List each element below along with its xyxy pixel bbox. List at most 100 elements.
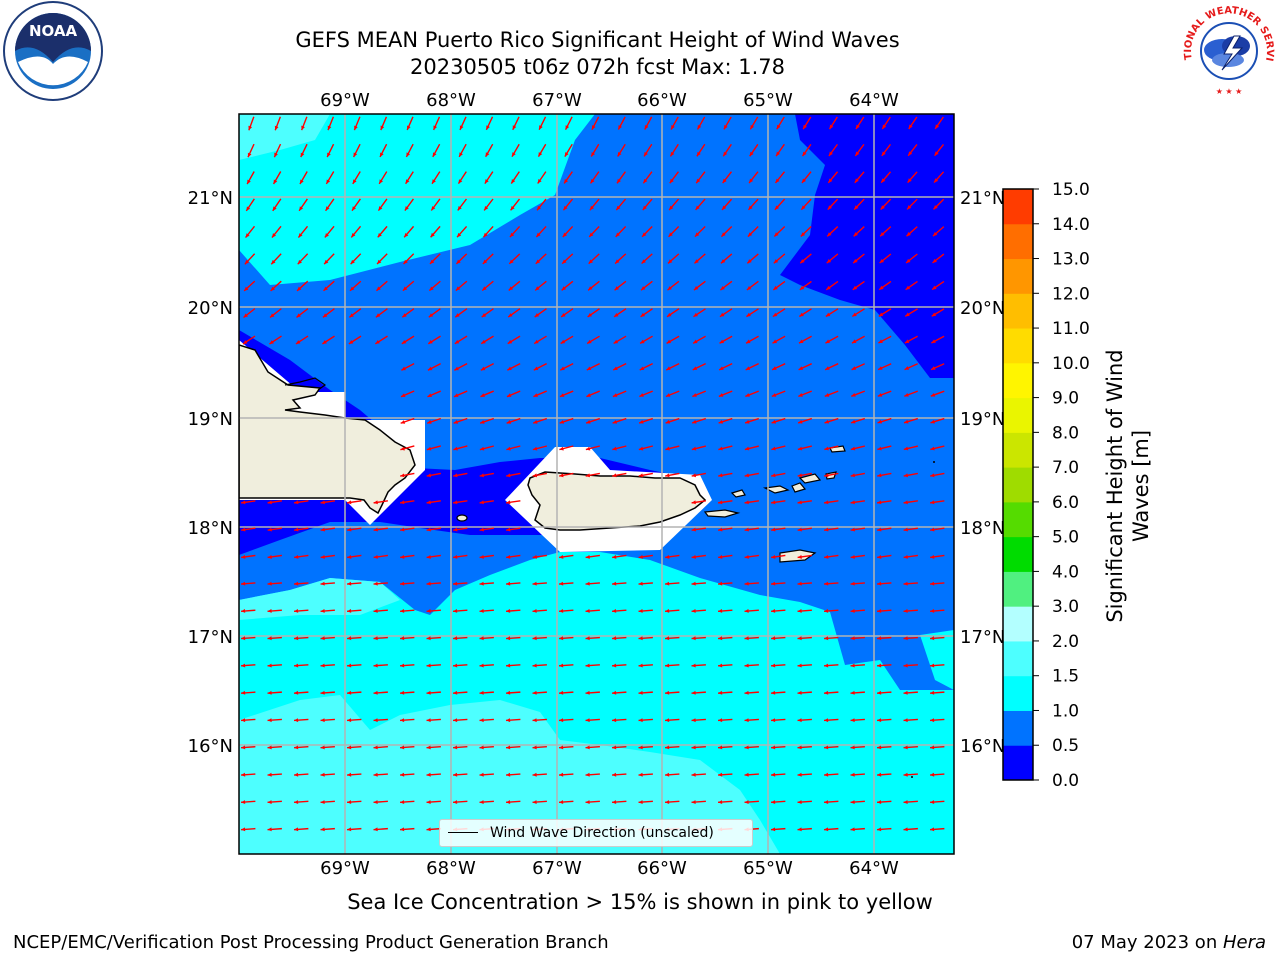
wave-arrow-head — [665, 419, 671, 424]
wave-arrow-head — [267, 690, 272, 695]
wave-arrow-head — [532, 609, 537, 613]
wave-arrow-head — [538, 152, 543, 157]
wave-arrow-head — [930, 800, 935, 805]
wave-arrow-head — [532, 581, 537, 586]
wave-arrow-head — [771, 772, 776, 777]
colorbar-frame — [1002, 188, 1034, 781]
wave-arrow-head — [426, 690, 431, 695]
wave-arrow-head — [612, 800, 617, 805]
wave-arrow-head — [427, 420, 432, 424]
wave-arrow-head — [294, 636, 299, 641]
wave-arrow-head — [486, 125, 490, 130]
colorbar-band — [1003, 328, 1033, 364]
wave-arrow-head — [825, 366, 830, 370]
wave-arrow-head — [798, 393, 803, 397]
wave-arrow-head — [771, 419, 777, 424]
wave-arrow-head — [510, 205, 515, 211]
wave-arrow-head — [881, 151, 886, 156]
wave-arrow-head — [906, 258, 911, 263]
wave-arrow-head — [877, 690, 882, 695]
wave-arrow-head — [320, 636, 325, 641]
wave-arrow-head — [718, 636, 723, 641]
wave-arrow-head — [852, 312, 857, 317]
wave-arrow-head — [479, 446, 485, 451]
wave-arrow-head — [267, 554, 272, 559]
wave-arrow-head — [827, 232, 832, 237]
wave-arrow-head — [347, 800, 352, 805]
wave-arrow-head — [930, 473, 935, 478]
wave-arrow-head — [932, 258, 937, 263]
wave-arrow-head — [400, 554, 405, 559]
colorbar-tick-label: 0.5 — [1052, 736, 1079, 756]
wave-arrow-head — [612, 554, 617, 559]
wave-arrow-head — [401, 339, 407, 344]
wave-arrow-head — [666, 366, 671, 370]
wave-arrow-head — [244, 286, 249, 291]
wave-arrow-head — [453, 500, 458, 505]
nws-logo: NATIONAL WEATHER SERVICE ★ ★ ★ — [1174, 0, 1280, 102]
wave-arrow-head — [426, 663, 431, 668]
wave-arrow-head — [320, 554, 325, 559]
colorbar-tick-label: 8.0 — [1052, 423, 1079, 443]
wave-arrow-head — [826, 285, 831, 290]
wave-arrow-head — [612, 419, 618, 424]
wave-arrow-head — [771, 800, 776, 805]
wave-arrow-head — [853, 232, 858, 237]
wave-arrow-head — [930, 527, 935, 532]
wave-arrow-head — [718, 800, 723, 805]
wave-arrow-head — [433, 125, 438, 130]
wave-arrow-head — [771, 636, 776, 641]
wave-arrow-head — [373, 718, 378, 723]
wave-arrow-head — [320, 663, 325, 668]
legend-line-swatch — [448, 832, 478, 833]
wave-arrow-head — [665, 745, 670, 750]
wave-arrow-head — [638, 718, 643, 723]
wave-arrow-head — [430, 232, 435, 238]
wave-arrow-head — [373, 745, 378, 750]
wave-arrow-head — [824, 663, 829, 668]
land-st-thomas — [762, 485, 790, 494]
wave-arrow-head — [267, 609, 272, 613]
wave-arrow-head — [877, 745, 882, 750]
wave-arrow-head — [696, 151, 701, 157]
wave-arrow-head — [771, 718, 776, 723]
wave-arrow-head — [559, 446, 564, 451]
wave-arrow-head — [274, 152, 278, 158]
wave-arrow-head — [585, 554, 590, 559]
wave-arrow-head — [347, 500, 352, 505]
wave-arrow-head — [506, 500, 511, 505]
colorbar-tick-label: 9.0 — [1052, 389, 1079, 409]
wave-arrow-head — [241, 827, 246, 832]
wave-arrow-head — [882, 124, 887, 129]
wave-arrow-head — [402, 313, 407, 318]
wave-arrow-head — [534, 339, 539, 344]
wave-arrow-head — [771, 690, 776, 695]
wave-arrow-head — [797, 827, 802, 832]
wave-arrow-head — [426, 473, 432, 478]
wave-arrow-head — [270, 313, 275, 318]
map-area — [239, 114, 954, 854]
land-vieques — [703, 509, 741, 518]
wave-arrow-head — [294, 581, 299, 586]
wave-arrow-head — [612, 745, 617, 750]
wave-arrow-head — [930, 718, 935, 723]
wave-arrow-head — [824, 527, 829, 532]
wave-arrow-head — [747, 232, 753, 237]
wave-arrow-head — [855, 124, 860, 130]
lat-label-left: 21°N — [188, 188, 233, 209]
wave-arrow-head — [877, 663, 882, 668]
wave-arrow-head — [320, 500, 325, 505]
band-1-5-2-0-southwest — [239, 578, 400, 620]
wave-arrow-head — [878, 312, 884, 317]
wave-arrow-head — [614, 286, 619, 291]
wave-arrow-head — [665, 609, 670, 613]
wave-arrow-head — [641, 259, 646, 264]
wave-arrow-head — [666, 339, 672, 344]
wave-arrow-head — [400, 663, 405, 668]
wave-arrow-head — [797, 800, 802, 805]
wave-arrow-head — [588, 286, 593, 291]
wave-arrow-head — [851, 366, 857, 370]
lat-label-right: 16°N — [960, 736, 1005, 757]
wave-arrow-head — [347, 772, 352, 777]
colorbar-band — [1003, 675, 1033, 711]
